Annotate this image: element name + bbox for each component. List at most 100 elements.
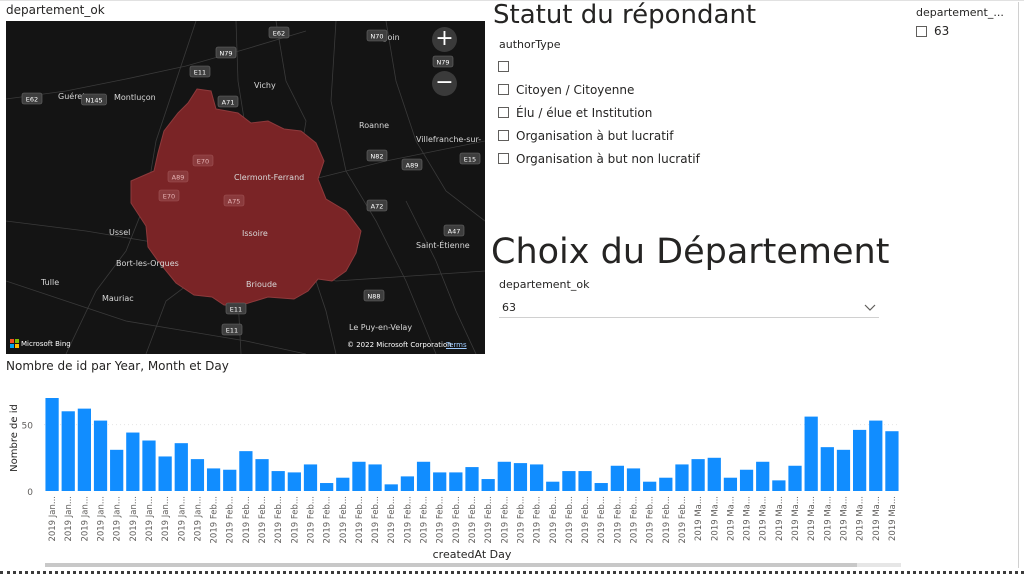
bar[interactable]	[772, 480, 786, 491]
road-badge	[21, 92, 43, 105]
author-type-option[interactable]: Citoyen / Citoyenne	[498, 78, 700, 101]
bar[interactable]	[836, 449, 851, 491]
chart-scrollbar[interactable]	[45, 563, 901, 567]
bar[interactable]	[723, 477, 738, 491]
bar[interactable]	[691, 459, 705, 491]
chart-scrollbar-thumb[interactable]	[45, 563, 857, 567]
x-tick-label: 2019 Ma...	[839, 496, 849, 541]
bar[interactable]	[416, 461, 431, 491]
checkbox[interactable]	[498, 84, 509, 95]
map-canvas[interactable]: Montluçon Vichy Roanne Guéret Clermont-Ferra…	[6, 21, 485, 354]
bar[interactable]	[287, 472, 301, 491]
bar[interactable]	[788, 465, 802, 491]
bar[interactable]	[562, 471, 576, 491]
bar[interactable]	[885, 431, 899, 491]
bar[interactable]	[739, 469, 754, 491]
author-type-option[interactable]	[498, 55, 700, 78]
x-tick-label: 2019 Feb...	[533, 496, 543, 544]
bar[interactable]	[110, 449, 124, 491]
bar[interactable]	[594, 483, 608, 491]
bar[interactable]	[820, 447, 834, 491]
checkbox[interactable]	[916, 25, 927, 37]
checkbox[interactable]	[498, 153, 509, 164]
bar[interactable]	[626, 468, 641, 491]
bar[interactable]	[271, 471, 285, 491]
bing-brand-label: Microsoft Bing	[21, 339, 71, 348]
x-tick-label: 2019 Feb...	[226, 496, 236, 544]
x-tick-label: 2019 Jan...	[64, 496, 74, 542]
road-badge	[189, 65, 211, 78]
map-place-label: Le Puy-en-Velay	[349, 323, 412, 332]
departement-dropdown[interactable]: 63	[499, 297, 879, 318]
bar[interactable]	[449, 472, 463, 491]
x-tick-label: 2019 Jan...	[193, 496, 203, 542]
map-visual[interactable]: Montluçon Vichy Roanne Guéret Clermont-Ferra…	[6, 21, 485, 354]
bar[interactable]	[255, 459, 269, 491]
bar[interactable]	[853, 429, 867, 491]
author-type-option[interactable]: Organisation à but lucratif	[498, 124, 700, 147]
bar[interactable]	[497, 461, 511, 491]
x-tick-label: 2019 Jan...	[129, 496, 139, 542]
y-tick-label: 50	[22, 422, 34, 432]
bar[interactable]	[804, 416, 818, 491]
bar[interactable]	[433, 472, 447, 491]
bar[interactable]	[529, 464, 544, 491]
bar[interactable]	[481, 479, 495, 491]
map-region-63[interactable]	[130, 88, 362, 306]
bar[interactable]	[77, 408, 91, 491]
bar[interactable]	[368, 464, 382, 491]
bar[interactable]	[513, 463, 528, 491]
checkbox[interactable]	[498, 61, 509, 72]
bar[interactable]	[610, 465, 624, 491]
checkbox[interactable]	[498, 107, 509, 118]
bar[interactable]	[61, 411, 75, 491]
bar[interactable]	[142, 440, 156, 491]
bar[interactable]	[190, 459, 205, 491]
bar[interactable]	[869, 420, 883, 491]
author-type-slicer: Citoyen / Citoyenne Élu / élue et Instit…	[498, 55, 700, 170]
bar[interactable]	[384, 484, 398, 491]
departement-slicer-option[interactable]: 63	[916, 24, 949, 38]
bar[interactable]	[675, 464, 689, 491]
road-badge-label: E62	[273, 30, 285, 38]
bar[interactable]	[239, 451, 253, 491]
bar[interactable]	[174, 443, 188, 491]
bar[interactable]	[303, 464, 318, 491]
bar[interactable]	[45, 398, 59, 491]
road-badge-label: E70	[197, 158, 209, 166]
bar[interactable]	[223, 469, 237, 491]
map-place-label: Roanne	[359, 121, 389, 130]
option-label: 63	[934, 24, 950, 38]
author-type-option[interactable]: Élu / élue et Institution	[498, 101, 700, 124]
x-tick-label: 2019 Feb...	[258, 496, 268, 544]
bar[interactable]	[93, 420, 108, 491]
bar[interactable]	[643, 481, 657, 491]
road-badge-label: A89	[406, 162, 419, 170]
bar[interactable]	[320, 483, 334, 491]
map-terms-link[interactable]: Terms	[446, 341, 467, 349]
zoom-in-button[interactable]: +	[432, 27, 457, 52]
bar[interactable]	[578, 471, 592, 491]
map-place-label: Villefranche-sur-	[416, 135, 481, 144]
author-type-option[interactable]: Organisation à but non lucratif	[498, 147, 700, 170]
map-road-line	[6, 30, 307, 100]
zoom-out-button[interactable]: −	[432, 71, 457, 96]
bar[interactable]	[659, 477, 673, 491]
x-tick-label: 2019 Jan...	[80, 496, 90, 542]
bar[interactable]	[158, 456, 172, 491]
bar[interactable]	[400, 476, 415, 491]
x-tick-label: 2019 Ma...	[759, 496, 769, 541]
x-tick-label: 2019 Feb...	[403, 496, 413, 544]
bar[interactable]	[465, 467, 479, 491]
x-tick-label: 2019 Ma...	[791, 496, 801, 541]
x-tick-label: 2019 Ma...	[823, 496, 833, 541]
bar[interactable]	[336, 477, 350, 491]
bar[interactable]	[756, 461, 770, 491]
checkbox[interactable]	[498, 130, 509, 141]
bar[interactable]	[206, 468, 221, 491]
bar[interactable]	[707, 457, 721, 491]
bar[interactable]	[126, 432, 140, 491]
bar[interactable]	[546, 481, 560, 491]
bar[interactable]	[352, 461, 366, 491]
